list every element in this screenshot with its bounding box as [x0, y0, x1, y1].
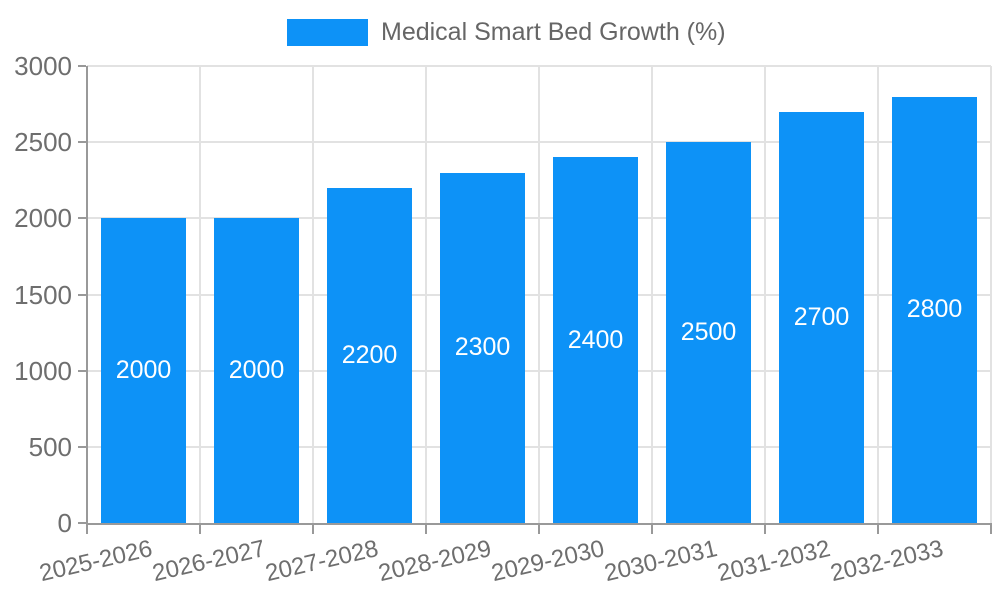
bar-value-label: 2200	[341, 340, 398, 369]
y-axis-tick	[78, 293, 86, 296]
x-axis-tick	[990, 525, 992, 534]
bar-value-label: 2400	[567, 325, 624, 354]
gridline-v	[990, 66, 992, 523]
gridline-v	[651, 66, 653, 523]
x-axis-tick	[877, 525, 879, 534]
bar[interactable]: 2800	[892, 96, 977, 523]
y-axis-label: 2500	[14, 127, 72, 158]
bar[interactable]: 2500	[666, 142, 751, 523]
bar[interactable]: 2000	[214, 218, 299, 523]
y-axis-label: 1500	[14, 279, 72, 310]
y-axis-label: 1000	[14, 355, 72, 386]
gridline-v	[538, 66, 540, 523]
bar-value-label: 2800	[906, 295, 963, 324]
bar-value-label: 2700	[793, 302, 850, 331]
bar[interactable]: 2000	[101, 218, 186, 523]
bar[interactable]: 2700	[779, 111, 864, 523]
gridline-v	[199, 66, 201, 523]
y-axis-tick	[78, 522, 86, 524]
legend-label: Medical Smart Bed Growth (%)	[381, 18, 726, 46]
bar-value-label: 2000	[228, 356, 285, 385]
x-axis-tick	[538, 525, 540, 534]
y-axis-tick	[78, 445, 86, 448]
y-axis-tick	[78, 369, 86, 372]
y-axis-label: 0	[57, 508, 72, 538]
bar[interactable]: 2200	[327, 187, 412, 523]
bar-value-label: 2000	[115, 356, 172, 385]
x-axis-tick	[86, 525, 88, 534]
bar[interactable]: 2300	[440, 172, 525, 523]
gridline-v	[877, 66, 879, 523]
x-axis-tick	[651, 525, 653, 534]
gridline-v	[425, 66, 427, 523]
x-axis-label: 2032-2033	[827, 535, 946, 588]
x-axis-tick	[764, 525, 766, 534]
y-axis-tick	[78, 141, 86, 144]
gridline-v	[312, 66, 314, 523]
x-axis-line	[86, 523, 992, 525]
x-axis-tick	[312, 525, 314, 534]
y-axis-line	[86, 66, 88, 525]
x-axis-label: 2028-2029	[375, 535, 494, 588]
y-axis-label: 500	[28, 431, 72, 462]
bar-value-label: 2500	[680, 318, 737, 347]
x-axis-label: 2026-2027	[149, 535, 268, 588]
x-axis-label: 2029-2030	[488, 535, 607, 588]
x-axis-tick	[199, 525, 201, 534]
x-axis-label: 2031-2032	[714, 535, 833, 588]
x-axis-label: 2030-2031	[601, 535, 720, 588]
x-axis-tick	[425, 525, 427, 534]
bar[interactable]: 2400	[553, 157, 638, 523]
y-axis-label: 3000	[14, 51, 72, 81]
y-axis-label: 2000	[14, 203, 72, 234]
legend-swatch-icon	[287, 19, 368, 46]
gridline-v	[764, 66, 766, 523]
bar-value-label: 2300	[454, 333, 511, 362]
x-axis-label: 2027-2028	[262, 535, 381, 588]
x-axis-label: 2025-2026	[36, 535, 155, 588]
y-axis-tick	[78, 217, 86, 220]
y-axis-tick	[78, 65, 86, 67]
legend-item[interactable]: Medical Smart Bed Growth (%)	[287, 18, 726, 47]
